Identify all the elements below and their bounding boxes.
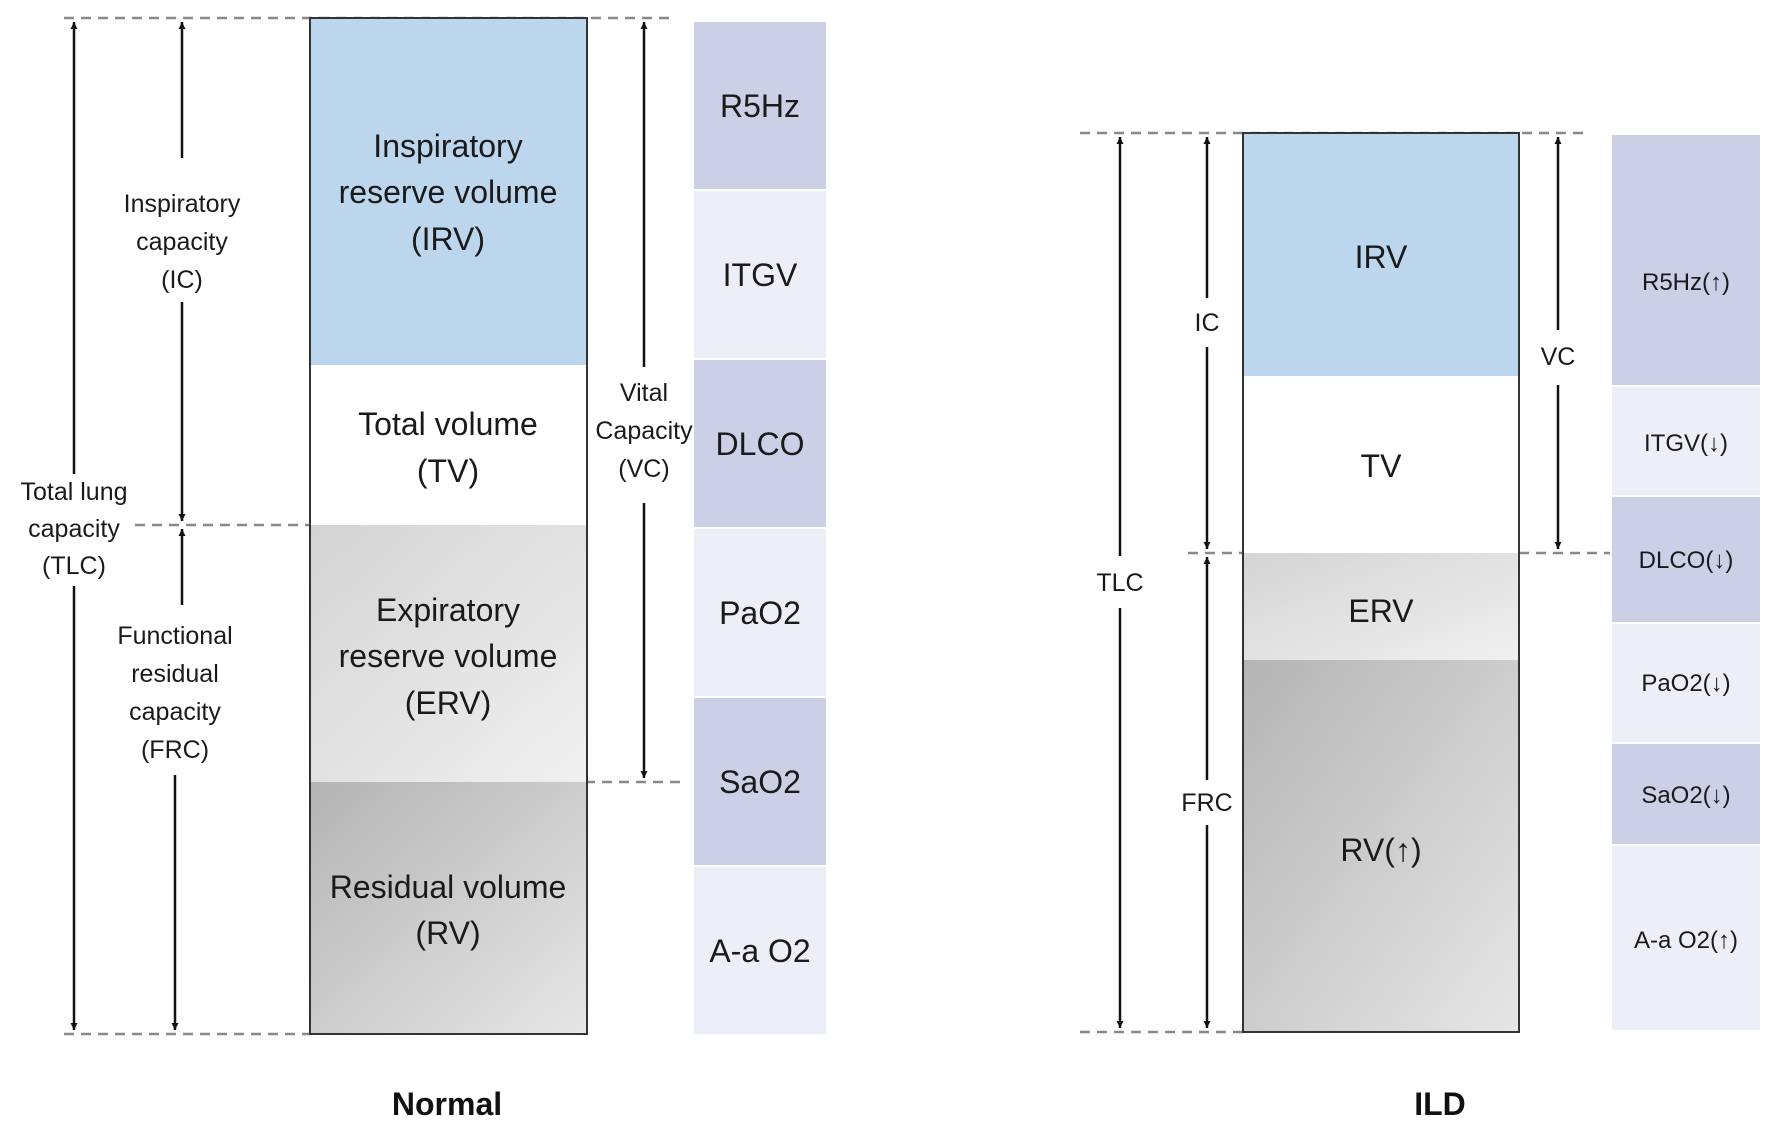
ild-erv-label: ERV (1348, 593, 1414, 629)
ild-arrows (1116, 137, 1562, 1028)
normal-erv-label-3: (ERV) (405, 685, 492, 721)
normal-test-label-r5hz: R5Hz (720, 88, 800, 124)
normal-erv-box (310, 525, 587, 782)
normal-frc-label-1: Functional (117, 622, 232, 650)
normal-test-label-sao2: SaO2 (719, 764, 801, 800)
normal-test-box-sao2 (694, 698, 826, 865)
normal-rv-label-2: (RV) (415, 915, 480, 951)
normal-rv-box (310, 782, 587, 1034)
normal-test-box-itgv (694, 191, 826, 358)
ild-test-label-aao2: A-a O2(↑) (1634, 927, 1738, 954)
normal-tlc-label-2: capacity (28, 515, 120, 543)
normal-test-label-pao2: PaO2 (719, 595, 801, 631)
ild-test-box-dlco (1612, 497, 1760, 622)
ild-test-box-aao2 (1612, 846, 1760, 1030)
normal-test-box-pao2 (694, 529, 826, 696)
ild-test-box-pao2 (1612, 624, 1760, 742)
normal-frc-label-2: residual (131, 660, 219, 688)
normal-rv-label-1: Residual volume (330, 869, 567, 905)
normal-capacity-labels: Total lung capacity (TLC) Inspiratory ca… (20, 190, 693, 764)
normal-tv-box (310, 365, 587, 525)
normal-vc-label-3: (VC) (618, 455, 669, 483)
normal-test-box-aao2 (694, 867, 826, 1034)
ild-volume-outline (1242, 132, 1520, 1033)
ild-tv-box (1243, 376, 1519, 553)
ild-rv-label: RV(↑) (1340, 832, 1421, 868)
ild-test-label-r5hz: R5Hz(↑) (1642, 269, 1730, 296)
normal-test-box-r5hz (694, 22, 826, 189)
ild-capacity-labels: TLC IC FRC VC (1096, 309, 1575, 817)
ild-irv-box (1243, 133, 1519, 376)
normal-irv-label-3: (IRV) (411, 221, 485, 257)
normal-caption: Normal (392, 1086, 502, 1122)
ild-panel: IRV TV ERV RV(↑) TLC IC FRC VC (1080, 131, 1760, 1122)
normal-vc-label-2: Capacity (595, 417, 693, 445)
ild-tlc-label: TLC (1096, 569, 1143, 597)
ild-ic-label: IC (1195, 309, 1220, 337)
ild-test-label-dlco: DLCO(↓) (1639, 547, 1734, 574)
ild-frc-label: FRC (1181, 789, 1232, 817)
normal-vc-label-1: Vital (620, 379, 668, 407)
normal-arrows (70, 22, 648, 1030)
ild-volume-labels: IRV TV ERV RV(↑) (1340, 239, 1421, 868)
ild-test-box-r5hz (1612, 135, 1760, 385)
normal-tlc-label-1: Total lung (20, 478, 127, 506)
ild-dashed-lines (1080, 131, 1610, 1034)
normal-test-box-dlco (694, 360, 826, 527)
normal-ic-label-1: Inspiratory (124, 190, 241, 218)
normal-tv-label-2: (TV) (417, 453, 479, 489)
ild-tv-label: TV (1361, 448, 1403, 484)
normal-irv-label-1: Inspiratory (373, 128, 522, 164)
ild-test-box-itgv (1612, 387, 1760, 495)
ild-test-box-sao2 (1612, 744, 1760, 844)
normal-test-label-aao2: A-a O2 (709, 933, 810, 969)
ild-vc-label: VC (1541, 343, 1576, 371)
ild-test-label-itgv: ITGV(↓) (1644, 430, 1728, 457)
ild-caption: ILD (1414, 1086, 1466, 1122)
normal-ic-label-3: (IC) (161, 266, 203, 294)
ild-erv-box (1243, 553, 1519, 660)
normal-volume-labels: Inspiratory reserve volume (IRV) Total v… (330, 128, 567, 951)
normal-tlc-label-3: (TLC) (42, 552, 106, 580)
normal-tv-label-1: Total volume (358, 406, 538, 442)
normal-dashed-lines (64, 16, 680, 1036)
ild-tests: R5Hz(↑) ITGV(↓) DLCO(↓) PaO2(↓) SaO2(↓) … (1612, 135, 1760, 1030)
normal-volume-outline (309, 17, 588, 1035)
normal-tests: R5Hz ITGV DLCO PaO2 SaO2 A-a O2 (694, 22, 826, 1034)
ild-rv-box (1243, 660, 1519, 1032)
normal-test-label-dlco: DLCO (716, 426, 805, 462)
normal-ic-label-2: capacity (136, 228, 228, 256)
normal-erv-label-1: Expiratory (376, 592, 520, 628)
normal-irv-box (310, 18, 587, 365)
ild-irv-label: IRV (1355, 239, 1408, 275)
ild-test-label-sao2: SaO2(↓) (1641, 782, 1730, 809)
normal-frc-label-4: (FRC) (141, 736, 209, 764)
normal-erv-label-2: reserve volume (339, 638, 558, 674)
normal-frc-label-3: capacity (129, 698, 221, 726)
normal-irv-label-2: reserve volume (339, 174, 558, 210)
ild-test-label-pao2: PaO2(↓) (1641, 670, 1730, 697)
normal-panel: Inspiratory reserve volume (IRV) Total v… (20, 16, 826, 1122)
normal-test-label-itgv: ITGV (723, 257, 798, 293)
